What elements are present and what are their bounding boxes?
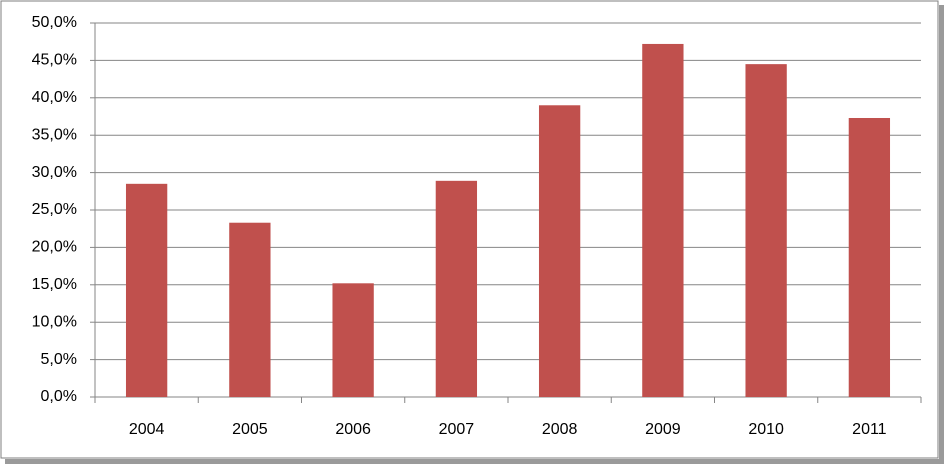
x-tick-label: 2009 — [645, 421, 681, 438]
x-tick-label: 2006 — [335, 421, 371, 438]
x-tick-label: 2007 — [439, 421, 475, 438]
bar — [745, 64, 787, 397]
bar — [435, 180, 478, 397]
frame-shadow — [939, 5, 944, 463]
y-tick-label: 25,0% — [32, 201, 77, 218]
bar — [538, 105, 581, 397]
y-tick-label: 20,0% — [32, 239, 77, 256]
x-tick-label: 2008 — [542, 421, 578, 438]
bar — [332, 283, 374, 397]
y-tick-label: 35,0% — [32, 126, 77, 143]
bar — [125, 183, 168, 397]
bar — [229, 222, 271, 397]
y-tick-label: 10,0% — [32, 313, 77, 330]
y-tick-label: 30,0% — [32, 164, 77, 181]
y-tick-label: 50,0% — [32, 14, 77, 31]
y-tick-label: 5,0% — [41, 351, 77, 368]
bar — [642, 43, 684, 397]
x-tick-label: 2010 — [748, 421, 784, 438]
y-tick-label: 40,0% — [32, 89, 77, 106]
y-tick-label: 45,0% — [32, 52, 77, 69]
y-tick-label: 15,0% — [32, 276, 77, 293]
x-tick-label: 2005 — [232, 421, 268, 438]
x-tick-label: 2011 — [852, 421, 887, 438]
y-tick-label: 0,0% — [41, 388, 77, 405]
frame-shadow — [5, 459, 944, 464]
x-tick-label: 2004 — [129, 421, 165, 438]
bar — [848, 117, 891, 397]
